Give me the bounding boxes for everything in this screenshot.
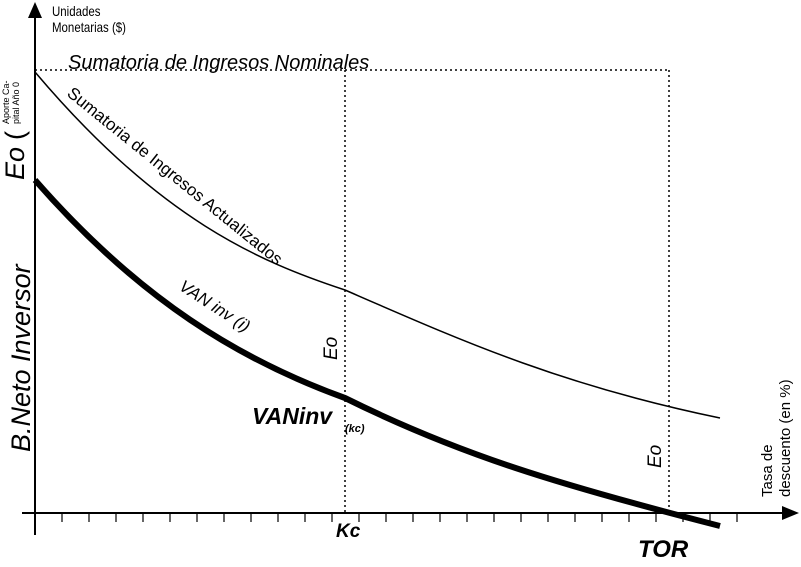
eo-at-tor-label: Eo [645,445,666,468]
x-axis-arrow [782,506,799,520]
van-inv-label: VAN inv (i) [176,276,254,336]
beneficio-neto-label: B.Neto Inversor [6,263,36,452]
eo-subnote-line2: pital Año 0 [11,82,21,124]
eo-at-kc-label: Eo [321,337,342,360]
x-axis-label-line1: Tasa de [759,444,776,497]
y-axis-label-line2: Monetarias ($) [52,19,126,35]
vaninv-kc-subscript: (kc) [345,423,365,435]
x-axis-label-line2: descuento (en %) [777,379,794,497]
y-axis-arrow [28,2,42,18]
actualized-income-curve [34,71,721,419]
eo-subnote-line1: Aporte Ca- [1,80,11,124]
eo-paren: ( [0,131,30,140]
y-axis-label-line1: Unidades [52,3,100,19]
van-inv-curve [32,178,721,529]
tor-marker-label: TOR [638,536,689,562]
nominal-income-label: Sumatoria de Ingresos Nominales [68,52,369,74]
eo-label: Eo [0,147,30,180]
vaninv-kc-label: VANinv [252,403,333,429]
x-axis-ticks [61,513,738,522]
kc-marker-label: Kc [336,521,361,542]
